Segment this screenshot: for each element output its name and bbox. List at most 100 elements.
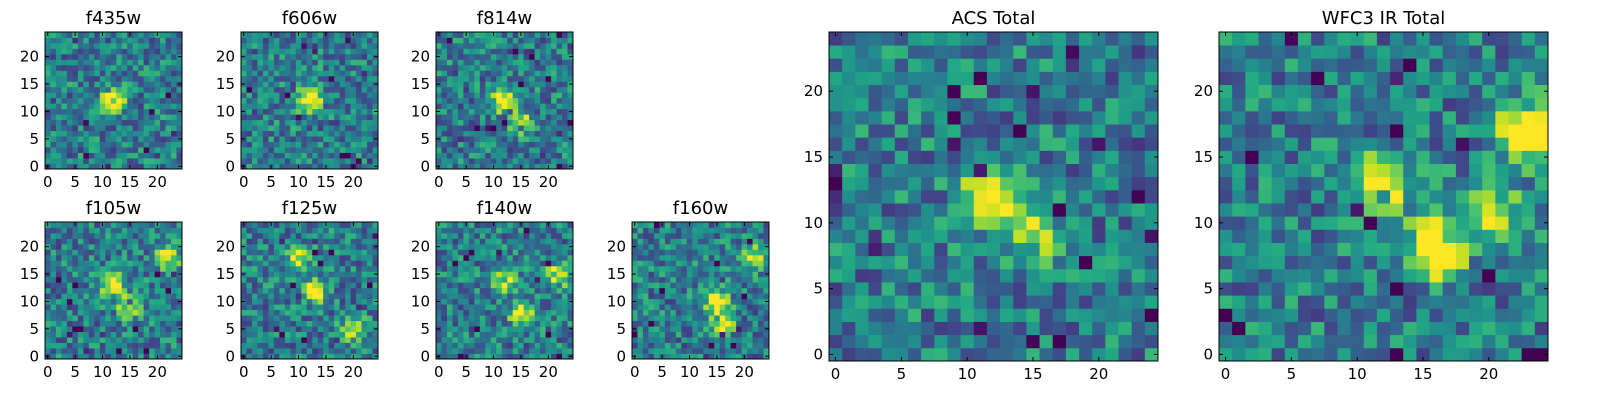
heatmap-cell	[545, 304, 552, 311]
heatmap-cell	[501, 249, 508, 256]
heatmap-cell	[83, 353, 90, 360]
heatmap-cell	[463, 97, 470, 104]
heatmap-cell	[257, 315, 264, 322]
heatmap-cell	[474, 119, 481, 126]
heatmap-cell	[306, 130, 313, 137]
heatmap-cell	[246, 298, 253, 305]
heatmap-cell	[986, 242, 1001, 257]
heatmap-cell	[436, 97, 442, 104]
heatmap-cell	[262, 298, 269, 305]
heatmap-cell	[457, 260, 464, 267]
heatmap-cell	[295, 125, 302, 132]
heatmap-cell	[268, 141, 275, 148]
heatmap-cell	[176, 70, 183, 77]
heatmap-cell	[659, 249, 666, 256]
heatmap-cell	[241, 238, 247, 245]
heatmap-cell	[317, 260, 324, 267]
heatmap-cell	[501, 304, 508, 311]
heatmap-cell	[632, 348, 638, 354]
heatmap-cell	[328, 64, 335, 71]
heatmap-cell	[257, 260, 264, 267]
heatmap-cell	[703, 298, 710, 305]
heatmap-cell	[317, 254, 324, 261]
heatmap-cell	[534, 59, 541, 66]
heatmap-cell	[540, 53, 546, 60]
heatmap-cell	[328, 304, 335, 311]
heatmap-cell	[273, 320, 280, 327]
heatmap-cell	[361, 119, 368, 126]
heatmap-cell	[556, 348, 563, 354]
heatmap-cell	[752, 238, 759, 245]
heatmap-cell	[110, 254, 117, 261]
heatmap-cell	[132, 32, 139, 38]
heatmap-cell	[714, 326, 721, 332]
heatmap-cell	[675, 238, 682, 245]
heatmap-cell	[312, 92, 319, 99]
heatmap-cell	[551, 276, 557, 283]
heatmap-cell	[452, 81, 459, 88]
heatmap-cell	[545, 309, 552, 316]
heatmap-cell	[61, 342, 68, 349]
heatmap-cell	[284, 331, 291, 338]
heatmap-cell	[356, 48, 362, 55]
heatmap-cell	[741, 254, 748, 261]
heatmap-cell	[457, 53, 464, 60]
heatmap-cell	[328, 158, 335, 164]
heatmap-cell	[545, 293, 552, 300]
heatmap-cell	[257, 238, 264, 245]
x-tick-label: 10	[484, 363, 503, 381]
heatmap-cell	[50, 158, 57, 164]
heatmap-cell	[77, 108, 84, 115]
heatmap-cell	[1026, 334, 1040, 349]
heatmap-cell	[345, 32, 351, 38]
heatmap-cell	[758, 326, 764, 332]
heatmap-cell	[61, 48, 68, 55]
heatmap-cell	[529, 92, 536, 99]
heatmap-cell	[692, 298, 699, 305]
heatmap-cell	[474, 59, 481, 66]
heatmap-cell	[1039, 163, 1054, 178]
heatmap-cell	[284, 265, 291, 272]
heatmap-cell	[55, 103, 62, 110]
heatmap-cell	[61, 348, 68, 354]
heatmap-cell	[45, 232, 51, 239]
heatmap-cell	[116, 158, 123, 164]
heatmap-cell	[518, 232, 525, 239]
heatmap-cell	[474, 81, 481, 88]
heatmap-cell	[921, 176, 935, 191]
heatmap-cell	[50, 64, 57, 71]
heatmap-cell	[94, 326, 101, 332]
heatmap-cell	[540, 243, 546, 250]
heatmap-cell	[523, 86, 530, 93]
heatmap-cell	[496, 70, 503, 77]
heatmap-cell	[686, 249, 693, 256]
heatmap-cell	[446, 260, 453, 267]
heatmap-cell	[567, 48, 574, 55]
heatmap-cell	[758, 232, 764, 239]
heatmap-cell	[350, 92, 357, 99]
heatmap-cell	[763, 309, 770, 316]
heatmap-cell	[534, 125, 541, 132]
heatmap-cell	[273, 222, 280, 228]
heatmap-cell	[361, 42, 368, 49]
heatmap-cell	[45, 130, 51, 137]
heatmap-cell	[468, 141, 475, 148]
heatmap-cell	[474, 315, 481, 322]
heatmap-cell	[110, 59, 117, 66]
heatmap-cell	[367, 276, 373, 283]
heatmap-cell	[295, 315, 302, 322]
heatmap-cell	[149, 114, 155, 121]
heatmap-cell	[99, 158, 106, 164]
heatmap-cell	[842, 347, 856, 362]
heatmap-cell	[468, 114, 475, 121]
heatmap-cell	[960, 163, 975, 178]
heatmap-cell	[160, 37, 166, 44]
heatmap-cell	[88, 243, 95, 250]
heatmap-cell	[334, 125, 341, 132]
heatmap-cell	[708, 254, 715, 261]
heatmap-cell	[241, 348, 247, 354]
heatmap-cell	[50, 97, 57, 104]
heatmap-cell	[648, 287, 655, 294]
heatmap-cell	[681, 315, 688, 322]
